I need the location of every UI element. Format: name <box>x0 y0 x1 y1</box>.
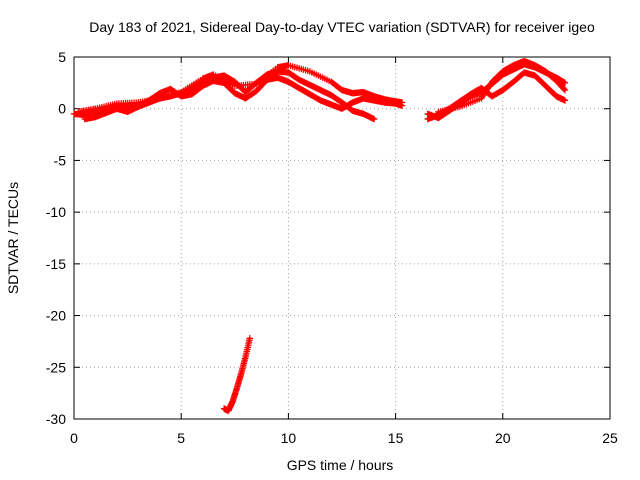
series-arc-3c <box>435 57 569 116</box>
series-arc-1a <box>70 68 378 123</box>
series-arc-3b <box>424 69 569 123</box>
chart-title: Day 183 of 2021, Sidereal Day-to-day VTE… <box>89 19 595 35</box>
series-arc-2 <box>220 335 254 414</box>
x-tick-labels: 0 5 10 15 20 25 <box>70 430 618 446</box>
x-tick-label: 15 <box>388 430 404 446</box>
axis-ticks <box>73 56 611 420</box>
x-axis-label: GPS time / hours <box>287 457 394 473</box>
x-tick-label: 25 <box>602 430 618 446</box>
y-axis-label: SDTVAR / TECUs <box>5 182 21 294</box>
y-tick-label: -30 <box>46 411 66 427</box>
plot-frame <box>73 56 611 420</box>
data-points <box>70 57 569 414</box>
grid-lines <box>74 57 610 419</box>
y-tick-label: 5 <box>58 49 66 65</box>
data-point <box>561 86 569 94</box>
y-tick-label: -25 <box>46 359 66 375</box>
data-point <box>560 85 568 93</box>
series-arc-1c <box>75 62 406 116</box>
y-tick-label: -20 <box>46 308 66 324</box>
y-tick-label: -15 <box>46 256 66 272</box>
y-tick-labels: 5 0 -5 -10 -15 -20 -25 -30 <box>46 49 66 427</box>
x-tick-label: 5 <box>177 430 185 446</box>
y-tick-label: -10 <box>46 204 66 220</box>
data-point <box>370 115 378 123</box>
y-tick-label: -5 <box>54 152 67 168</box>
data-point <box>398 99 406 106</box>
x-tick-label: 10 <box>281 430 297 446</box>
data-point <box>246 335 254 342</box>
data-point <box>561 79 569 87</box>
y-tick-label: 0 <box>58 101 66 117</box>
x-tick-label: 0 <box>70 430 78 446</box>
x-tick-label: 20 <box>495 430 511 446</box>
data-point <box>561 97 569 104</box>
